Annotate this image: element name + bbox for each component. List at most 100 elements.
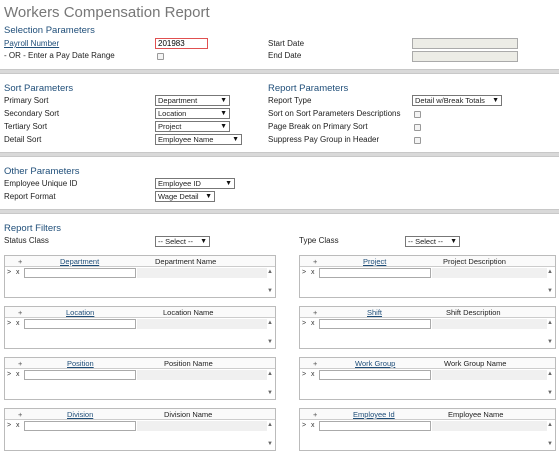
scroll-up-icon[interactable]: ▲ [547,422,553,428]
department-cell-input[interactable] [24,268,136,278]
work-group-column-header[interactable]: Work Group [355,359,396,368]
sort-descriptions-checkbox[interactable] [414,111,421,118]
employee-id-cell-input[interactable] [319,421,431,431]
delete-row-icon[interactable]: x [311,371,315,378]
delete-row-icon[interactable]: x [311,320,315,327]
row-selector-icon[interactable]: > [7,422,12,429]
location-filter-grid: + Location Location Name > x ▲ ▼ [4,306,276,349]
employee-unique-id-select[interactable]: Employee ID ▼ [155,178,235,189]
row-selector-icon[interactable]: > [302,422,307,429]
scroll-up-icon[interactable]: ▲ [267,422,273,428]
add-row-icon[interactable]: + [313,257,318,266]
add-row-icon[interactable]: + [18,257,23,266]
scroll-down-icon[interactable]: ▼ [267,288,273,294]
work-group-cell-input[interactable] [319,370,431,380]
department-column-header[interactable]: Department [60,257,100,266]
selection-parameters-heading: Selection Parameters [4,25,95,36]
row-selector-icon[interactable]: > [302,371,307,378]
scroll-down-icon[interactable]: ▼ [267,441,273,447]
delete-row-icon[interactable]: x [16,422,20,429]
position-column-header[interactable]: Position [67,359,94,368]
page-break-label: Page Break on Primary Sort [268,122,368,131]
report-type-label: Report Type [268,96,312,105]
project-cell-input[interactable] [319,268,431,278]
division-column-header[interactable]: Division [67,410,94,419]
grid-scrollbar[interactable]: ▲ ▼ [266,420,275,450]
scroll-up-icon[interactable]: ▲ [547,371,553,377]
report-format-label: Report Format [4,192,56,201]
add-row-icon[interactable]: + [18,410,23,419]
project-column-header[interactable]: Project [363,257,387,266]
scroll-down-icon[interactable]: ▼ [547,288,553,294]
detail-sort-select[interactable]: Employee Name ▼ [155,134,242,145]
add-row-icon[interactable]: + [18,359,23,368]
work-group-filter-grid: + Work Group Work Group Name > x ▲ ▼ [299,357,556,400]
delete-row-icon[interactable]: x [16,320,20,327]
scroll-down-icon[interactable]: ▼ [547,339,553,345]
shift-filter-grid: + Shift Shift Description > x ▲ ▼ [299,306,556,349]
sort-descriptions-label: Sort on Sort Parameters Descriptions [268,109,401,118]
project-filter-grid: + Project Project Description > x ▲ ▼ [299,255,556,298]
tertiary-sort-select[interactable]: Project ▼ [155,121,230,132]
grid-scrollbar[interactable]: ▲ ▼ [546,369,555,399]
add-row-icon[interactable]: + [313,359,318,368]
location-column-header[interactable]: Location [66,308,95,317]
row-selector-icon[interactable]: > [302,269,307,276]
report-type-select[interactable]: Detail w/Break Totals ▼ [412,95,502,106]
scroll-up-icon[interactable]: ▲ [547,269,553,275]
delete-row-icon[interactable]: x [16,371,20,378]
payroll-number-input[interactable] [155,38,208,49]
position-cell-input[interactable] [24,370,136,380]
scroll-up-icon[interactable]: ▲ [267,269,273,275]
division-cell-input[interactable] [24,421,136,431]
primary-sort-select[interactable]: Department ▼ [155,95,230,106]
delete-row-icon[interactable]: x [311,269,315,276]
location-name-column-header: Location Name [163,308,214,317]
row-selector-icon[interactable]: > [302,320,307,327]
start-date-input[interactable] [412,38,518,49]
scroll-up-icon[interactable]: ▲ [267,371,273,377]
page-break-checkbox[interactable] [414,124,421,131]
delete-row-icon[interactable]: x [16,269,20,276]
pay-date-range-checkbox[interactable] [157,53,164,60]
scroll-down-icon[interactable]: ▼ [267,339,273,345]
position-name-cell [137,370,267,380]
status-class-select[interactable]: -- Select -- ▼ [155,236,210,247]
end-date-input[interactable] [412,51,518,62]
report-format-select[interactable]: Wage Detail ▼ [155,191,215,202]
section-divider [0,152,559,157]
type-class-select[interactable]: -- Select -- ▼ [405,236,460,247]
scroll-down-icon[interactable]: ▼ [547,390,553,396]
scroll-up-icon[interactable]: ▲ [267,320,273,326]
shift-column-header[interactable]: Shift [367,308,383,317]
grid-scrollbar[interactable]: ▲ ▼ [266,267,275,297]
location-cell-input[interactable] [24,319,136,329]
position-name-column-header: Position Name [164,359,213,368]
grid-scrollbar[interactable]: ▲ ▼ [546,267,555,297]
employee-id-column-header[interactable]: Employee Id [353,410,395,419]
grid-scrollbar[interactable]: ▲ ▼ [266,369,275,399]
add-row-icon[interactable]: + [313,410,318,419]
scroll-up-icon[interactable]: ▲ [547,320,553,326]
row-selector-icon[interactable]: > [7,320,12,327]
shift-cell-input[interactable] [319,319,431,329]
secondary-sort-label: Secondary Sort [4,109,60,118]
scroll-down-icon[interactable]: ▼ [547,441,553,447]
scroll-down-icon[interactable]: ▼ [267,390,273,396]
delete-row-icon[interactable]: x [311,422,315,429]
add-row-icon[interactable]: + [18,308,23,317]
payroll-number-link[interactable]: Payroll Number [4,39,60,48]
employee-unique-id-label: Employee Unique ID [4,179,78,188]
row-selector-icon[interactable]: > [7,371,12,378]
grid-scrollbar[interactable]: ▲ ▼ [546,318,555,348]
grid-scrollbar[interactable]: ▲ ▼ [546,420,555,450]
secondary-sort-select[interactable]: Location ▼ [155,108,230,119]
shift-description-column-header: Shift Description [446,308,501,317]
row-selector-icon[interactable]: > [7,269,12,276]
grid-scrollbar[interactable]: ▲ ▼ [266,318,275,348]
add-row-icon[interactable]: + [313,308,318,317]
suppress-pay-group-checkbox[interactable] [414,137,421,144]
chevron-down-icon: ▼ [232,136,239,143]
chevron-down-icon: ▼ [220,123,227,130]
pay-date-range-label: - OR - Enter a Pay Date Range [4,51,115,60]
